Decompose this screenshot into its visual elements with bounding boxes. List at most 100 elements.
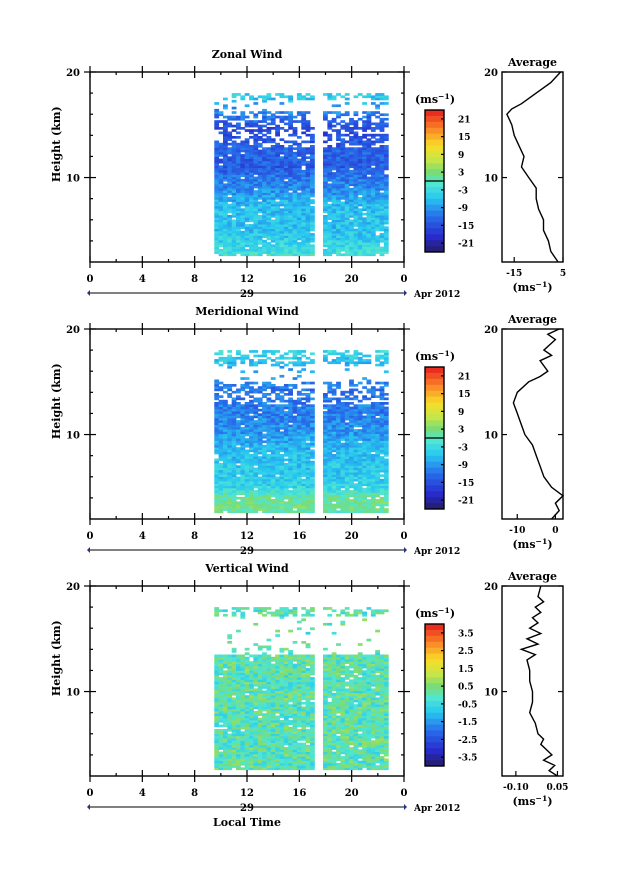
heatmap-cell	[257, 183, 263, 187]
heatmap-cell	[283, 172, 289, 175]
heatmap-cell	[353, 111, 359, 114]
heatmap-cell	[331, 235, 337, 238]
heatmap-cell	[249, 411, 254, 414]
heatmap-cell	[331, 156, 337, 159]
heatmap-cell	[323, 505, 328, 509]
heatmap-cell	[227, 147, 233, 150]
heatmap-cell	[214, 145, 220, 148]
heatmap-cell	[288, 167, 293, 171]
heatmap-cell	[349, 142, 354, 146]
heatmap-cell	[275, 192, 280, 196]
heatmap-cell	[253, 472, 259, 475]
heatmap-cell	[336, 356, 341, 360]
heatmap-cell	[357, 242, 363, 245]
heatmap-cell	[283, 481, 289, 484]
heatmap-cell	[288, 481, 293, 484]
heatmap-cell	[249, 199, 254, 202]
heatmap-cell	[305, 242, 311, 245]
heatmap-cell	[336, 411, 341, 414]
heatmap-cell	[227, 165, 233, 169]
heatmap-cell	[218, 363, 224, 367]
heatmap-cell	[349, 379, 354, 383]
heatmap-cell	[353, 429, 359, 432]
heatmap-cell	[375, 138, 380, 141]
heatmap-cell	[236, 156, 241, 159]
heatmap-cell	[349, 230, 354, 234]
heatmap-cell	[283, 206, 289, 209]
heatmap-cell	[223, 158, 228, 162]
heatmap-cell	[231, 499, 237, 502]
heatmap-cell	[296, 165, 302, 169]
heatmap-cell	[279, 456, 285, 459]
heatmap-cell	[383, 242, 389, 245]
heatmap-cell	[296, 136, 302, 139]
heatmap-cell	[353, 361, 359, 365]
heatmap-cell	[253, 481, 259, 484]
heatmap-cell	[218, 661, 224, 664]
heatmap-cell	[218, 406, 224, 410]
heatmap-cell	[214, 379, 220, 383]
heatmap-cell	[227, 729, 233, 732]
heatmap-cell	[266, 384, 272, 387]
heatmap-cell	[370, 458, 376, 462]
heatmap-cell	[231, 661, 237, 664]
heatmap-cell	[266, 115, 272, 119]
heatmap-cell	[249, 474, 254, 477]
heatmap-cell	[310, 151, 315, 155]
heatmap-cell	[370, 192, 376, 196]
heatmap-cell	[283, 438, 289, 441]
heatmap-cell	[366, 219, 372, 223]
heatmap-cell	[240, 704, 246, 707]
heatmap-cell	[331, 397, 337, 401]
heatmap-cell	[270, 239, 276, 243]
heatmap-cell	[353, 420, 359, 423]
heatmap-cell	[283, 215, 289, 218]
heatmap-cell	[231, 508, 237, 511]
heatmap-cell	[379, 390, 385, 394]
heatmap-cell	[253, 136, 259, 139]
heatmap-cell	[249, 683, 254, 687]
heatmap-cell	[270, 478, 276, 482]
heatmap-cell	[227, 688, 233, 692]
heatmap-cell	[310, 505, 315, 509]
heatmap-cell	[370, 190, 376, 193]
heatmap-cell	[262, 221, 267, 225]
heatmap-cell	[223, 424, 228, 428]
heatmap-cell	[336, 199, 341, 202]
heatmap-cell	[349, 169, 354, 173]
heatmap-cell	[379, 460, 385, 464]
heatmap-cell	[266, 246, 272, 250]
heatmap-cell	[266, 490, 272, 493]
heatmap-cell	[236, 447, 241, 450]
heatmap-cell	[244, 753, 250, 757]
heatmap-cell	[296, 408, 302, 412]
heatmap-cell	[231, 483, 237, 486]
colorbar-segment	[425, 157, 444, 164]
heatmap-cell	[240, 708, 246, 712]
heatmap-cell	[240, 95, 246, 99]
heatmap-cell	[262, 242, 267, 245]
heatmap-cell	[323, 415, 328, 419]
heatmap-cell	[262, 210, 267, 214]
heatmap-cell	[266, 433, 272, 437]
heatmap-cell	[344, 149, 350, 153]
heatmap-cell	[270, 426, 276, 430]
heatmap-cell	[375, 435, 380, 439]
heatmap-cell	[244, 663, 250, 667]
heatmap-cell	[383, 408, 389, 412]
heatmap-cell	[296, 444, 302, 448]
heatmap-cell	[296, 187, 302, 191]
heatmap-cell	[275, 163, 280, 166]
heatmap-cell	[279, 233, 285, 236]
heatmap-cell	[383, 183, 389, 187]
heatmap-cell	[240, 672, 246, 676]
heatmap-cell	[231, 384, 237, 387]
heatmap-cell	[266, 158, 272, 162]
heatmap-cell	[270, 449, 276, 453]
heatmap-cell	[240, 758, 246, 762]
heatmap-cell	[292, 156, 298, 159]
heatmap-cell	[231, 654, 237, 658]
heatmap-cell	[236, 442, 241, 446]
heatmap-cell	[270, 444, 276, 448]
heatmap-cell	[344, 390, 350, 394]
